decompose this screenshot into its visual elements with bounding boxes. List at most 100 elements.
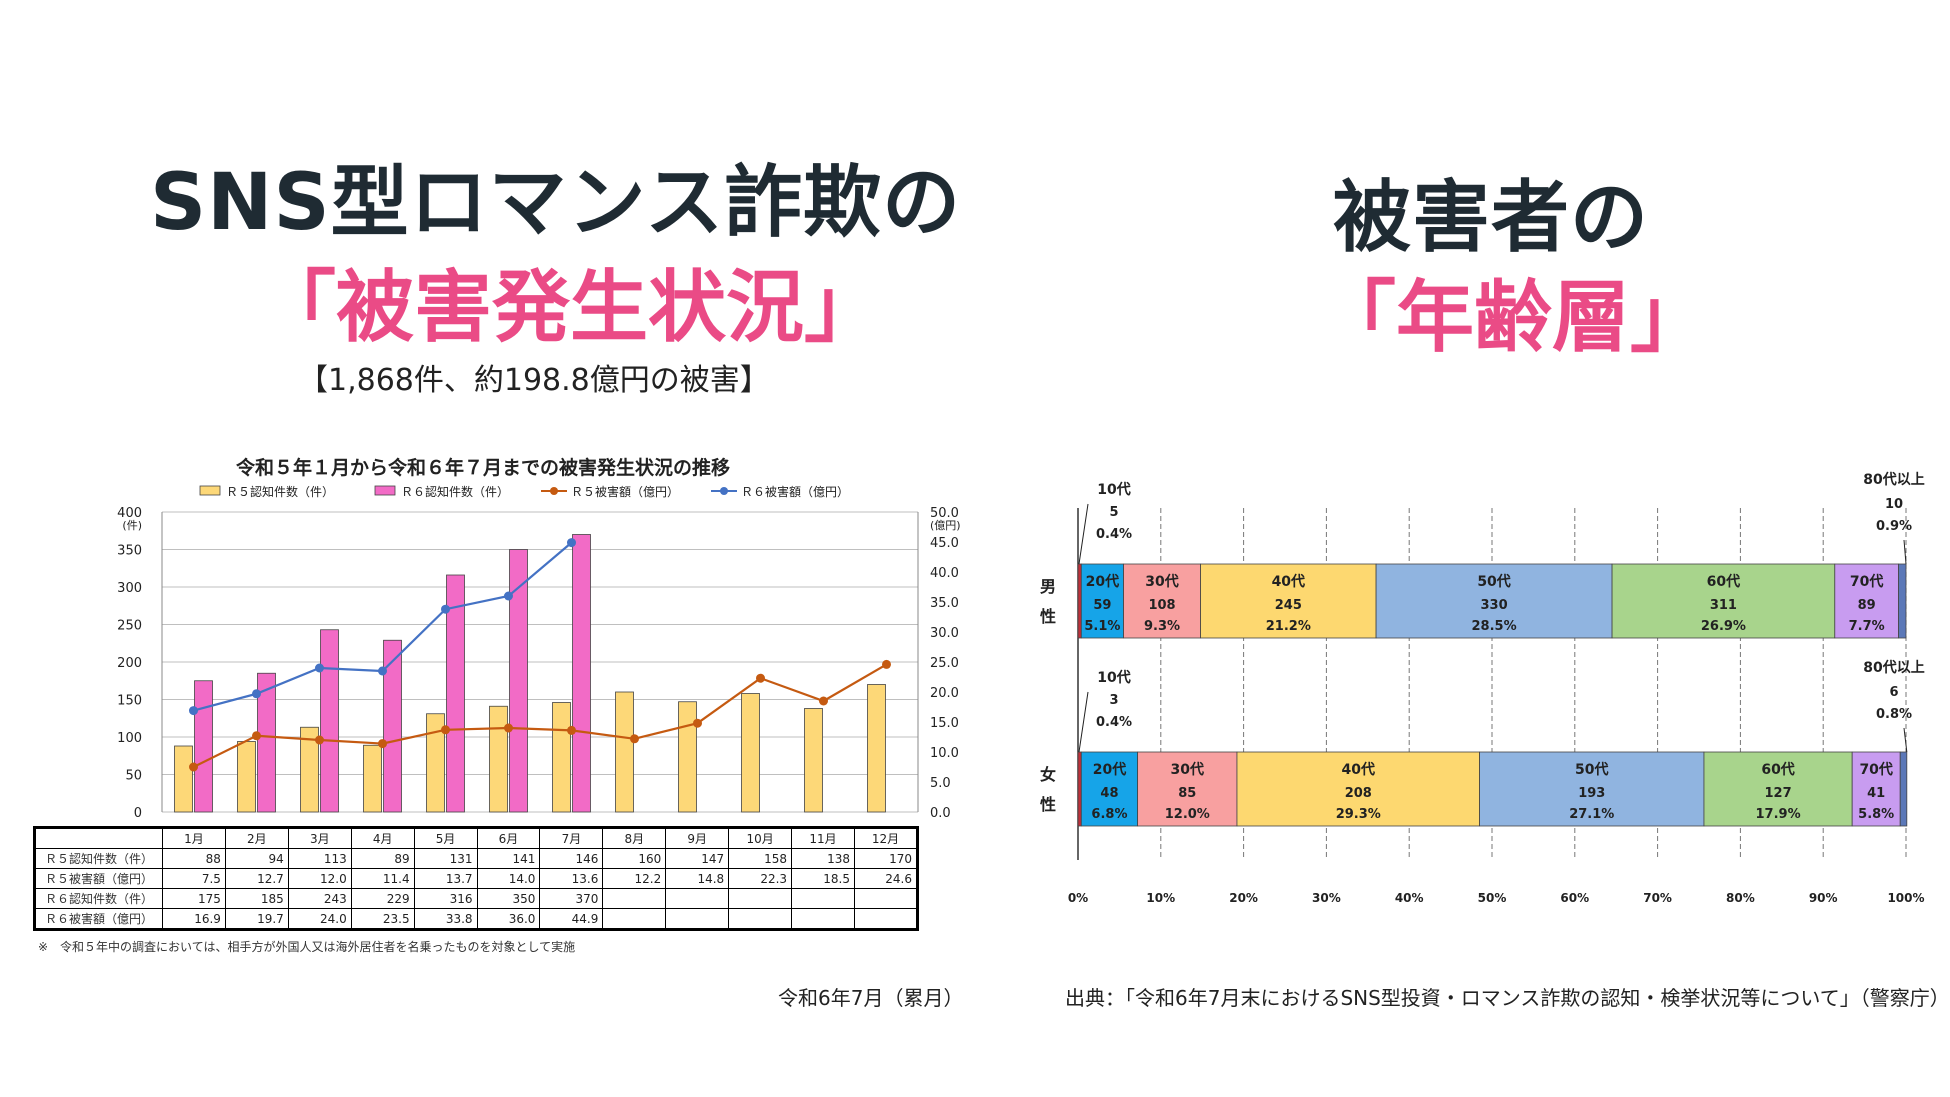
table-cell: 7.5	[162, 868, 226, 889]
table-month-header: 7月	[539, 827, 604, 849]
y-left-tick-label: 350	[117, 544, 142, 559]
bar-r5	[552, 702, 571, 813]
legend-swatch	[199, 485, 221, 496]
x-tick-label: 70%	[1643, 891, 1672, 905]
table-cell: 12.2	[602, 868, 667, 889]
segment-count: 311	[1710, 598, 1737, 613]
left-subtitle: 【1,868件、約198.8億円の被害】	[298, 363, 770, 398]
table-cell: 24.6	[853, 868, 919, 889]
category-label-female: 性	[1040, 795, 1056, 814]
right-title-line1: 被害者の	[1333, 173, 1650, 263]
segment-count: 245	[1275, 598, 1302, 613]
x-tick-label: 10%	[1146, 891, 1175, 905]
segment-pct: 9.3%	[1144, 619, 1180, 634]
segment-male	[1834, 563, 1899, 639]
table-month-header: 3月	[287, 827, 352, 849]
table-month-header: 5月	[413, 827, 478, 849]
line-point	[189, 762, 198, 772]
table-cell: 160	[602, 848, 667, 869]
table-cell: 350	[476, 888, 541, 909]
segment-male	[1200, 563, 1377, 639]
table-cell	[853, 908, 919, 930]
line-point	[504, 723, 513, 733]
segment-count: 48	[1100, 786, 1118, 801]
category-label-male: 性	[1040, 607, 1056, 626]
x-tick-label: 100%	[1887, 891, 1924, 905]
segment-count: 5	[1109, 505, 1118, 520]
category-label-female: 女	[1040, 765, 1056, 784]
leader-line	[1078, 503, 1089, 565]
segment-female	[1703, 751, 1853, 827]
left-footer: 令和6年7月（累月）	[778, 986, 964, 1010]
y-right-tick-label: 0.0	[930, 806, 951, 821]
segment-age: 10代	[1097, 669, 1130, 686]
table-month-header: 8月	[602, 827, 667, 849]
table-cell: 138	[791, 848, 855, 869]
y-left-tick-label: 200	[117, 656, 142, 671]
segment-age: 30代	[1145, 573, 1178, 590]
table-cell: 175	[162, 888, 226, 909]
table-month-header: 4月	[350, 827, 415, 849]
segment-male	[1375, 563, 1613, 639]
segment-pct: 27.1%	[1569, 807, 1614, 822]
table-month-header: 6月	[476, 827, 541, 849]
line-point	[252, 731, 261, 741]
segment-pct: 5.8%	[1858, 807, 1894, 822]
table-cell: 13.7	[413, 868, 478, 889]
line-point	[315, 735, 324, 745]
bar-r5	[804, 708, 823, 813]
y-right-tick-label: 5.0	[930, 776, 951, 791]
table-header-row: 1月 2月 3月 4月 5月 6月 7月 8月 9月 10月 11月 12月	[34, 827, 919, 849]
table-cell: 18.5	[791, 868, 855, 889]
segment-female	[1077, 751, 1082, 827]
segment-age: 20代	[1093, 761, 1126, 778]
line-point	[378, 739, 387, 749]
bar-r5	[678, 701, 697, 813]
y-right-tick-label: 20.0	[930, 686, 959, 701]
segment-male	[1898, 563, 1907, 639]
table-cell: 113	[287, 848, 352, 869]
table-cell: 370	[539, 888, 604, 909]
segment-female	[1137, 751, 1238, 827]
line-point	[441, 604, 450, 614]
table-cell: 229	[350, 888, 415, 909]
bar-r5	[615, 691, 634, 813]
segment-pct: 28.5%	[1472, 619, 1517, 634]
segment-female	[1899, 751, 1908, 827]
bar-r5	[867, 684, 886, 813]
table-cell: 12.0	[287, 868, 352, 889]
right-title-line2: 「年齢層」	[1318, 273, 1709, 363]
segment-male	[1611, 563, 1836, 639]
y-right-tick-label: 25.0	[930, 656, 959, 671]
table-cell	[665, 888, 730, 909]
line-point	[756, 673, 765, 683]
table-cell: 14.8	[665, 868, 730, 889]
segment-age: 50代	[1477, 573, 1510, 590]
table-cell: 33.8	[413, 908, 478, 930]
bar-r5	[300, 726, 319, 813]
segment-count: 85	[1178, 786, 1196, 801]
segment-count: 3	[1109, 693, 1118, 708]
table-cell: 158	[728, 848, 793, 869]
bar-r6	[383, 639, 402, 813]
table-cell	[602, 888, 667, 909]
line-point	[630, 734, 639, 744]
line-point	[567, 725, 576, 735]
line-point	[315, 663, 324, 673]
segment-count: 89	[1858, 598, 1876, 613]
segment-age: 70代	[1850, 573, 1883, 590]
leader-line	[1078, 691, 1089, 753]
y-left-tick-label: 400	[117, 506, 142, 521]
table-month-header: 1月	[162, 827, 226, 849]
table-cell: 170	[853, 848, 919, 869]
segment-age: 40代	[1272, 573, 1305, 590]
segment-pct: 0.8%	[1876, 707, 1912, 722]
table-cell: 147	[665, 848, 730, 869]
segment-pct: 6.8%	[1091, 807, 1127, 822]
x-tick-label: 90%	[1809, 891, 1838, 905]
right-footer: 出典：「令和6年7月末におけるSNS型投資・ロマンス詐欺の認知・検挙状況等につい…	[1065, 986, 1950, 1010]
table-month-header: 10月	[728, 827, 793, 849]
bar-r6	[572, 534, 591, 813]
segment-age: 80代以上	[1863, 471, 1924, 488]
table-cell	[728, 908, 793, 930]
